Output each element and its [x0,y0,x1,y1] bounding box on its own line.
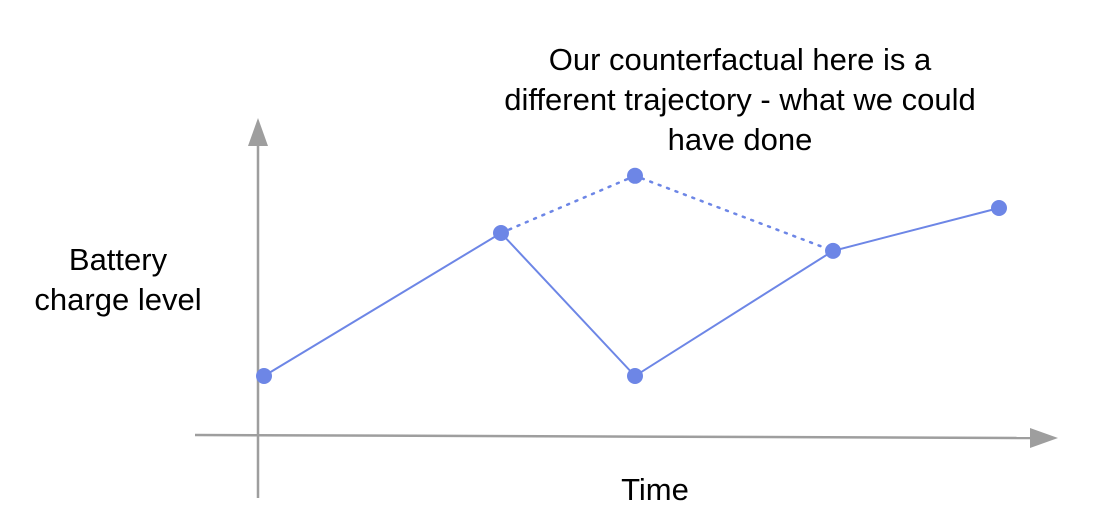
actual-point [627,368,643,384]
annotation-line: Our counterfactual here is a [548,42,932,77]
x-axis-label: Time [621,472,689,507]
x-axis [194,428,1058,448]
y-axis [248,118,268,498]
counterfactual-point [627,167,643,184]
counterfactual-line [499,174,835,253]
annotation-line: different trajectory - what we could [504,82,976,117]
y-axis-label-line: Battery [68,242,168,277]
annotation-line: have done [667,122,813,157]
x-axis-line [194,433,1033,440]
actual-point [991,199,1007,216]
y-axis-arrowhead [248,118,268,146]
actual-line [263,207,1000,378]
y-axis-label: Battery charge level [0,240,236,320]
actual-point [493,225,509,241]
counterfactual-trajectory [499,167,835,253]
y-axis-label-line: charge level [34,282,202,317]
actual-trajectory [256,199,1007,384]
actual-point [825,242,841,259]
counterfactual-annotation: Our counterfactual here is a different t… [430,40,1050,160]
actual-point [256,368,272,384]
x-axis-arrowhead [1030,428,1058,448]
